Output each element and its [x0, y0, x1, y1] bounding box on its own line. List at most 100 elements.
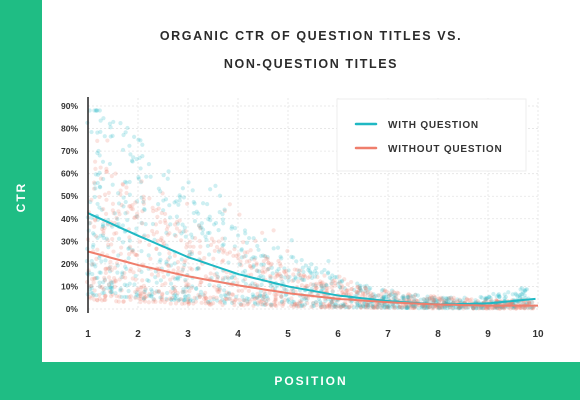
data-point: [246, 288, 251, 293]
data-point: [179, 257, 184, 262]
data-point: [245, 302, 250, 307]
data-point: [143, 222, 148, 227]
data-point: [257, 293, 263, 298]
data-point: [89, 215, 94, 220]
data-point: [250, 297, 255, 302]
data-point: [220, 217, 226, 222]
data-point: [187, 289, 192, 294]
data-point: [262, 237, 268, 242]
data-point: [221, 288, 227, 293]
data-point: [510, 305, 515, 310]
data-point: [134, 252, 139, 258]
data-point: [477, 305, 482, 311]
data-point: [143, 287, 148, 292]
data-point: [120, 240, 126, 245]
data-point: [255, 243, 260, 249]
data-point: [136, 175, 141, 180]
data-point: [296, 279, 301, 284]
data-point: [324, 286, 329, 291]
data-point: [369, 305, 374, 310]
data-point: [241, 298, 246, 303]
data-point: [371, 292, 376, 297]
data-point: [382, 302, 387, 308]
data-point: [89, 259, 94, 264]
data-point: [217, 193, 223, 198]
data-point: [311, 282, 316, 287]
data-point: [252, 257, 257, 262]
data-point: [415, 298, 420, 304]
data-point: [89, 197, 94, 202]
data-point: [363, 285, 368, 290]
data-point: [339, 283, 344, 288]
data-point: [358, 304, 363, 310]
data-point: [428, 294, 433, 299]
data-point: [325, 286, 330, 291]
data-point: [120, 181, 125, 187]
data-point: [168, 301, 173, 306]
data-point: [252, 296, 257, 301]
data-point: [379, 303, 385, 308]
data-point: [491, 291, 496, 297]
data-point: [102, 134, 107, 139]
data-point: [457, 298, 462, 303]
data-point: [292, 303, 297, 308]
data-point: [112, 231, 117, 236]
data-point: [289, 289, 294, 294]
data-point: [430, 306, 435, 311]
data-point: [216, 239, 221, 244]
data-point: [172, 253, 177, 258]
data-point: [329, 299, 334, 304]
data-point: [422, 306, 427, 311]
data-point: [406, 303, 411, 309]
y-tick-label: 90%: [61, 101, 78, 111]
data-point: [387, 291, 392, 296]
data-point: [112, 279, 117, 285]
data-point: [405, 294, 410, 299]
data-point: [123, 199, 128, 205]
data-point: [301, 269, 306, 275]
data-point: [197, 282, 202, 288]
data-point: [342, 301, 348, 307]
data-point: [103, 293, 108, 298]
data-point: [282, 269, 287, 274]
data-point: [503, 294, 508, 300]
data-point: [457, 297, 462, 302]
data-point: [250, 281, 255, 286]
data-point: [133, 273, 138, 279]
data-point: [88, 296, 93, 301]
data-point: [376, 293, 381, 298]
data-point: [439, 304, 445, 310]
data-point: [393, 292, 398, 297]
data-point: [280, 299, 285, 304]
data-point: [192, 201, 197, 206]
data-point: [121, 204, 126, 209]
data-point: [261, 274, 266, 280]
data-point: [361, 303, 366, 308]
data-point: [127, 269, 133, 274]
data-point: [108, 280, 114, 285]
data-point: [87, 286, 92, 292]
data-point: [410, 303, 416, 309]
data-point: [249, 272, 254, 277]
data-point: [227, 291, 232, 297]
data-point: [184, 285, 189, 290]
data-point: [169, 297, 174, 302]
data-point: [368, 291, 374, 296]
data-point: [139, 179, 144, 184]
x-tick-label: 4: [235, 329, 241, 340]
data-point: [330, 289, 335, 294]
data-point: [340, 304, 345, 309]
data-point: [374, 302, 379, 307]
data-point: [433, 300, 438, 305]
data-point: [153, 275, 158, 280]
data-point: [141, 297, 146, 302]
data-point: [294, 303, 299, 308]
data-point: [296, 271, 301, 277]
data-point: [93, 234, 99, 239]
data-point: [128, 266, 134, 272]
data-point: [154, 246, 159, 251]
data-point: [127, 204, 132, 209]
data-point: [188, 298, 193, 304]
data-point: [291, 299, 296, 304]
data-point: [385, 303, 390, 308]
